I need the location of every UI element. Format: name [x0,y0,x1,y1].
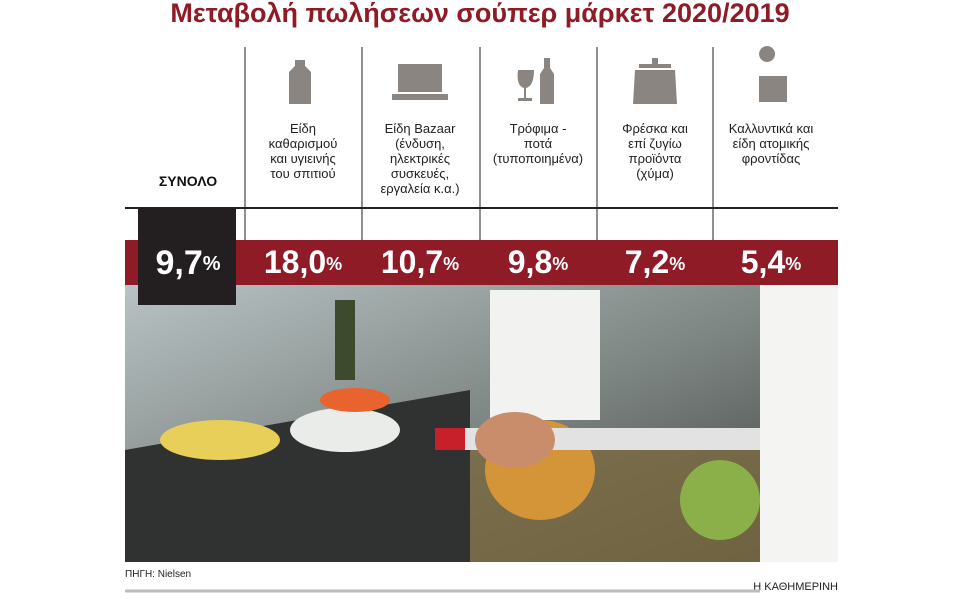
icon [289,60,311,104]
category-label: Είδη Bazaar [385,121,456,136]
icon-shape [289,60,311,104]
category-label: (χύμα) [636,166,674,181]
brand: Η ΚΑΘΗΜΕΡΙΝΗ [753,581,838,593]
value-number: 7,2 [625,244,669,280]
icon-shape [392,64,448,100]
value-number: 5,4 [741,244,786,280]
value-number: 18,0 [264,244,326,280]
value-unit: % [552,254,568,274]
icon [633,58,677,104]
icon-shape [759,46,787,102]
icon-shape [633,58,677,104]
band [125,240,838,285]
category-label: προϊόντα [629,151,682,166]
category-value: 9,8% [508,244,569,280]
category-label: ηλεκτρικές [390,151,450,166]
category-value: 5,4% [741,244,802,280]
category-label: του σπιτιού [270,166,335,181]
category-label: (τυποποιημένα) [493,151,583,166]
icon-shape [517,58,554,104]
icon [392,64,448,100]
category-label: φροντίδας [742,151,801,166]
category-label: είδη ατομικής [733,136,810,151]
category-label: ποτά [524,136,553,151]
icon [517,58,554,104]
category-label: Τρόφιμα - [510,121,567,136]
value-unit: % [785,254,801,274]
value-unit: % [669,254,685,274]
value-unit: % [326,254,342,274]
category-label: συσκευές, [391,166,449,181]
value-unit: % [443,254,459,274]
source: ΠΗΓΗ: Nielsen [125,569,191,580]
category-label: Καλλυντικά και [729,121,814,136]
total-label: ΣΥΝΟΛΟ [159,173,217,189]
total-value: 9,7% [155,244,220,282]
category-label: και υγιεινής [270,151,336,166]
total-box [138,208,236,305]
value-number: 10,7 [381,244,443,280]
category-label: επί ζυγίω [628,136,682,151]
category-label: Είδη [290,121,316,136]
photo [125,285,838,562]
category-label: εργαλεία κ.α.) [380,181,459,196]
category-label: καθαρισμού [269,136,338,151]
category-value: 10,7% [381,244,459,280]
value-number: 9,8 [508,244,552,280]
title: Μεταβολή πωλήσεων σούπερ μάρκετ 2020/201… [170,0,789,28]
category-label: Φρέσκα και [622,121,688,136]
category-value: 7,2% [625,244,686,280]
icon [759,46,787,102]
category-label: (ένδυση, [395,136,445,151]
category-value: 18,0% [264,244,342,280]
